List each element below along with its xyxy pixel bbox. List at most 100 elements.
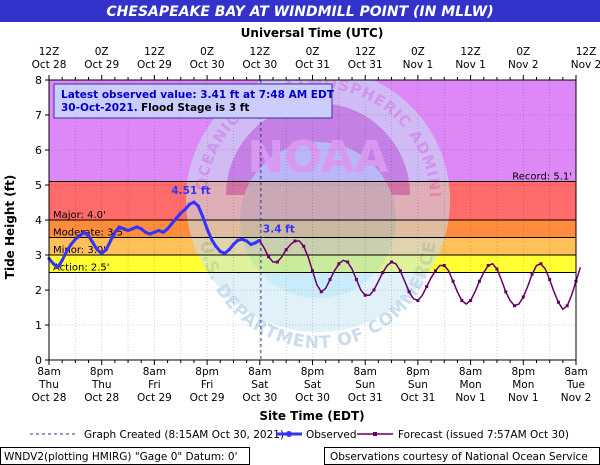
bottom-tick-label-time: 8pm <box>512 366 536 378</box>
observed-point <box>73 237 77 241</box>
top-tick-label-date: Oct 29 <box>137 59 172 71</box>
observed-point <box>245 239 249 243</box>
observed-point <box>95 248 99 252</box>
forecast-point <box>390 260 394 264</box>
observed-point <box>240 237 244 241</box>
footer-right: Observations courtesy of National Ocean … <box>330 451 588 463</box>
observed-point <box>209 237 214 241</box>
observed-point <box>187 202 192 206</box>
top-tick-label-date: Oct 31 <box>295 59 330 71</box>
forecast-point <box>521 295 525 299</box>
legend-observed: Observed <box>306 429 357 441</box>
forecast-point <box>556 300 560 304</box>
forecast-point <box>504 290 508 294</box>
bottom-tick-label-day: Thu <box>91 379 112 391</box>
observed-point <box>104 248 108 252</box>
top-tick-label-date: Nov 2 <box>571 59 600 71</box>
observed-point <box>126 228 130 233</box>
bottom-tick-label-time: 8am <box>354 366 377 378</box>
bottom-tick-label-date: Oct 29 <box>137 392 172 404</box>
observed-point <box>82 230 86 234</box>
top-tick-label-date: Oct 28 <box>32 59 67 71</box>
series-layer: 4.51 ft 3.4 ft <box>47 185 582 311</box>
observed-point <box>201 214 205 219</box>
footer-left: WNDV2(plotting HMIRG) "Gage 0" Datum: 0' <box>4 451 238 463</box>
bottom-tick-label-date: Oct 31 <box>400 392 435 404</box>
observed-point <box>100 251 104 255</box>
bottom-tick-label-time: 8am <box>37 366 60 378</box>
record-label: Record: 5.1' <box>512 172 572 183</box>
top-tick-label-utc: 12Z <box>460 46 481 58</box>
observed-point <box>113 230 117 234</box>
legend-forecast-marker <box>373 432 377 436</box>
bottom-tick-label-time: 8am <box>143 366 166 378</box>
top-tick-label-date: Oct 30 <box>190 59 225 71</box>
observed-point <box>51 262 55 266</box>
forecast-point <box>530 272 534 276</box>
top-tick-label-date: Nov 1 <box>403 59 434 71</box>
y-tick-label: 5 <box>35 179 42 192</box>
observed-point <box>64 249 69 254</box>
forecast-point <box>565 304 569 308</box>
bottom-tick-label-date: Nov 1 <box>508 392 539 404</box>
info-box-line1: Latest observed value: 3.41 ft at 7:48 A… <box>61 89 335 101</box>
observed-point <box>192 200 196 204</box>
bottom-tick-label-day: Sun <box>355 379 375 391</box>
chart-title: CHESAPEAKE BAY AT WINDMILL POINT (IN MLL… <box>106 4 493 20</box>
top-tick-label-utc: 12Z <box>576 46 597 58</box>
y-tick-label: 1 <box>35 319 42 332</box>
top-axis-title: Universal Time (UTC) <box>241 26 384 40</box>
top-tick-label-utc: 12Z <box>39 46 60 58</box>
y-tick-label: 4 <box>35 214 42 227</box>
forecast-point <box>284 248 288 252</box>
forecast-point <box>469 299 473 302</box>
top-tick-label-date: Oct 31 <box>348 59 383 71</box>
bottom-tick-label-date: Oct 30 <box>242 392 277 404</box>
observed-point <box>249 242 253 247</box>
forecast-point <box>302 244 306 248</box>
forecast-point <box>416 299 420 302</box>
observed-point <box>214 244 218 248</box>
observed-point <box>91 241 95 245</box>
forecast-point <box>407 290 411 294</box>
stage-label-minor: Minor: 3.0' <box>53 245 106 256</box>
y-tick-label: 3 <box>35 249 42 262</box>
top-tick-label-utc: 12Z <box>355 46 376 58</box>
bottom-tick-label-day: Sun <box>408 379 428 391</box>
bottom-tick-label-time: 8am <box>248 366 271 378</box>
bottom-tick-label-date: Oct 30 <box>295 392 330 404</box>
forecast-point <box>495 267 499 271</box>
forecast-point <box>311 269 314 273</box>
forecast-point <box>346 260 350 264</box>
observed-point <box>196 204 200 208</box>
forecast-point <box>372 288 376 292</box>
observed-point <box>117 225 121 229</box>
bottom-tick-label-day: Mon <box>512 379 534 391</box>
observed-point <box>174 216 178 220</box>
observed-point <box>157 228 161 233</box>
observed-point <box>253 241 258 245</box>
observed-point <box>130 227 135 231</box>
stage-label-moderate: Moderate: 3.5' <box>53 228 126 239</box>
bottom-tick-label-time: 8pm <box>301 366 325 378</box>
observed-point <box>183 207 187 212</box>
top-tick-label-date: Nov 1 <box>455 59 486 71</box>
forecast-point <box>398 269 402 273</box>
y-axis-title: Tide Height (ft) <box>3 175 17 279</box>
top-tick-label-utc: 0Z <box>200 46 214 58</box>
observed-point <box>108 239 113 243</box>
bottom-tick-label-day: Fri <box>148 379 161 391</box>
observed-point <box>179 211 183 215</box>
forecast-point <box>425 285 429 288</box>
observed-point <box>236 238 240 242</box>
info-box-line2-flood: Flood Stage is 3 ft <box>141 102 249 114</box>
legend-graph-created: Graph Created (8:15AM Oct 30, 2021) <box>84 429 284 441</box>
observed-point <box>86 234 91 238</box>
observed-point <box>205 227 209 231</box>
top-tick-label-date: Oct 30 <box>242 59 277 71</box>
bottom-tick-label-day: Tue <box>566 379 585 391</box>
forecast-point <box>337 262 341 266</box>
observed-point <box>60 258 64 262</box>
